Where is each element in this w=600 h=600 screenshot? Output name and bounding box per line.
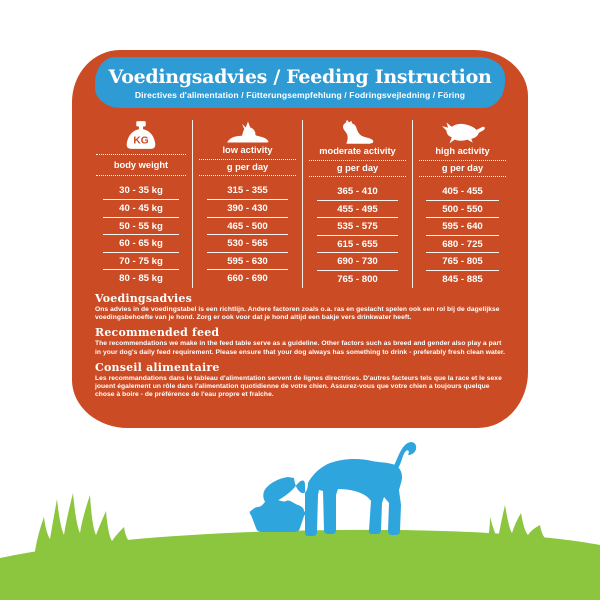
table-cell: 405 - 455	[413, 183, 512, 201]
column-low-activity: low activity g per day 315 - 355 390 - 4…	[193, 120, 303, 288]
section-heading: Recommended feed	[95, 326, 220, 340]
header-banner: Voedingsadvies / Feeding Instruction Dir…	[95, 57, 505, 108]
food-bowl-icon	[249, 500, 306, 532]
moderate-activity-header: moderate activity	[319, 146, 396, 156]
table-cell: 615 - 655	[303, 236, 412, 254]
low-activity-unit: g per day	[199, 159, 296, 177]
section-heading: Conseil alimentaire	[95, 360, 220, 374]
table-cell: 40 - 45 kg	[90, 200, 192, 218]
low-activity-header: low activity	[222, 145, 273, 156]
column-moderate-activity: moderate activity g per day 365 - 410 45…	[303, 119, 413, 289]
advisory-sections: Voedingsadvies Ons advies in de voedings…	[95, 292, 507, 403]
grass-tuft-right	[486, 505, 548, 549]
table-cell: 765 - 805	[413, 253, 512, 271]
table-cell: 80 - 85 kg	[119, 273, 163, 285]
lying-dog-icon	[193, 120, 302, 144]
section-english: Recommended feed The recommendations we …	[95, 326, 507, 356]
dog-tail	[391, 442, 417, 472]
table-cell: 595 - 630	[193, 253, 302, 271]
dog-silhouette	[263, 458, 402, 536]
high-activity-unit: g per day	[419, 160, 506, 177]
column-body-weight: KG body weight 30 - 35 kg 40 - 45 kg 50 …	[90, 120, 193, 288]
table-cell: 765 - 800	[337, 273, 378, 285]
table-cell: 50 - 55 kg	[90, 218, 192, 236]
table-cell: 365 - 410	[303, 183, 412, 201]
moderate-activity-cells: 365 - 410 455 - 495 535 - 575 615 - 655 …	[303, 183, 412, 289]
bottom-illustration	[0, 442, 600, 600]
table-cell: 315 - 355	[193, 182, 302, 200]
table-cell: 680 - 725	[413, 236, 512, 254]
column-high-activity: high activity g per day 405 - 455 500 - …	[413, 120, 512, 288]
table-cell: 500 - 550	[413, 201, 512, 219]
section-body: The recommendations we make in the feed …	[95, 340, 506, 356]
kg-icon-label: KG	[133, 136, 148, 147]
table-cell: 30 - 35 kg	[90, 182, 192, 200]
kg-weight-icon: KG	[90, 120, 192, 152]
running-dog-icon	[413, 120, 512, 145]
section-heading: Voedingsadvies	[95, 292, 192, 305]
feeding-table: KG body weight 30 - 35 kg 40 - 45 kg 50 …	[90, 119, 512, 289]
body-weight-header: body weight	[96, 154, 186, 177]
body-weight-cells: 30 - 35 kg 40 - 45 kg 50 - 55 kg 60 - 65…	[90, 182, 192, 288]
table-cell: 690 - 730	[303, 253, 412, 271]
grass-tuft-left	[35, 493, 168, 554]
section-body: Ons advies in de voedingstabel is een ri…	[95, 306, 500, 322]
sitting-dog-icon	[303, 119, 412, 145]
table-cell: 535 - 575	[303, 218, 412, 236]
high-activity-cells: 405 - 455 500 - 550 595 - 640 680 - 725 …	[413, 183, 512, 289]
high-activity-header: high activity	[435, 146, 490, 156]
table-cell: 465 - 500	[193, 218, 302, 236]
table-cell: 60 - 65 kg	[90, 235, 192, 253]
section-dutch: Voedingsadvies Ons advies in de voedings…	[95, 292, 507, 322]
table-cell: 595 - 640	[413, 218, 512, 236]
table-cell: 660 - 690	[227, 273, 268, 285]
moderate-activity-unit: g per day	[309, 160, 406, 177]
low-activity-cells: 315 - 355 390 - 430 465 - 500 530 - 565 …	[193, 182, 302, 288]
feeding-table-panel: KG body weight 30 - 35 kg 40 - 45 kg 50 …	[72, 50, 528, 428]
table-cell: 390 - 430	[193, 200, 302, 218]
table-cell: 530 - 565	[193, 235, 302, 253]
table-cell: 845 - 885	[442, 273, 483, 285]
page-title: Voedingsadvies / Feeding Instruction	[108, 65, 492, 88]
section-body: Les recommandations dans le tableau d'al…	[95, 374, 502, 399]
table-cell: 455 - 495	[303, 201, 412, 219]
page-subtitle: Directives d'alimentation / Fütterungsem…	[134, 89, 466, 100]
section-french: Conseil alimentaire Les recommandations …	[95, 361, 507, 400]
table-cell: 70 - 75 kg	[90, 253, 192, 271]
